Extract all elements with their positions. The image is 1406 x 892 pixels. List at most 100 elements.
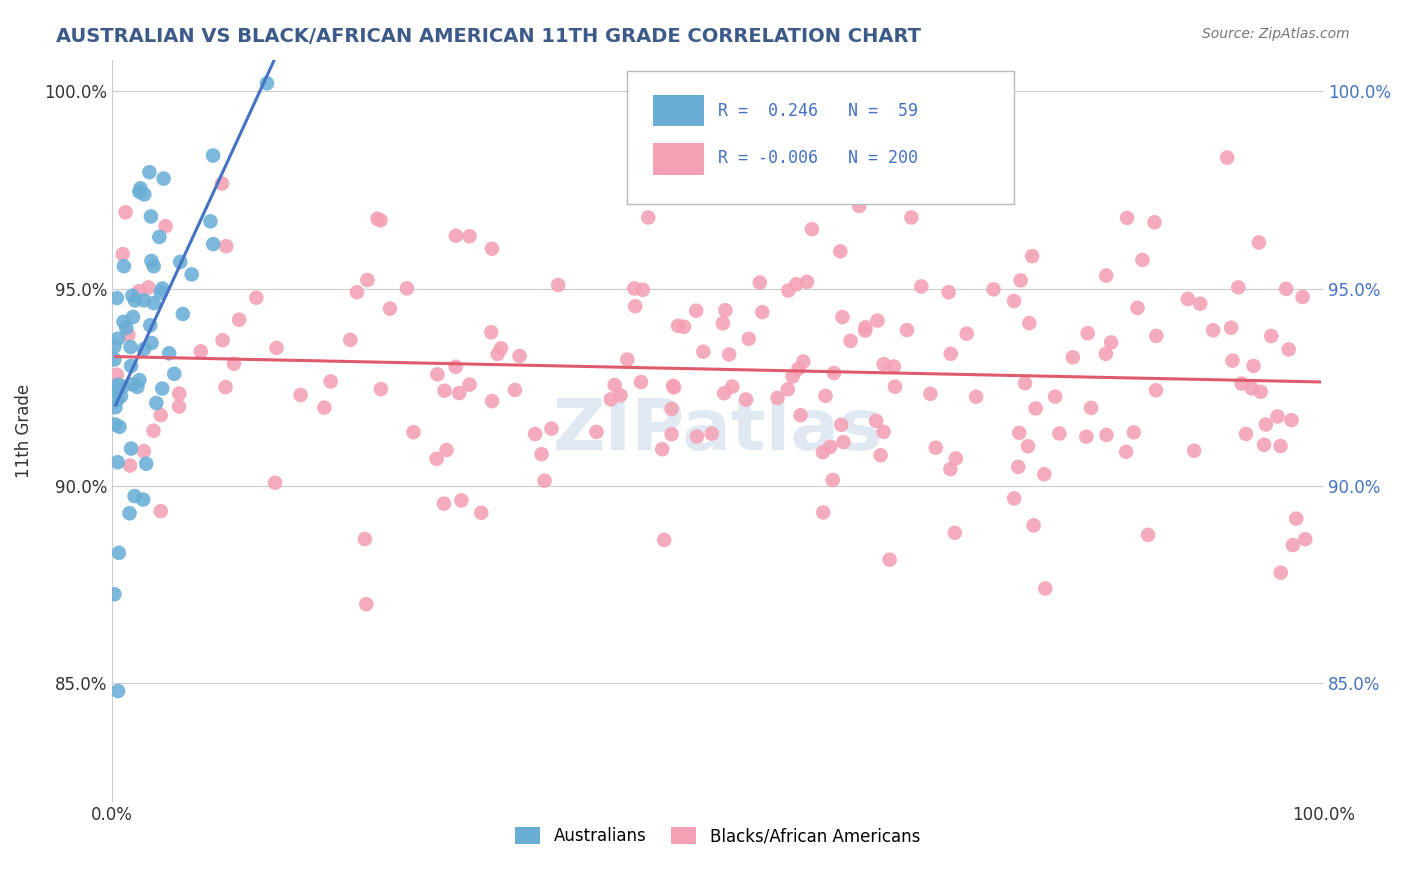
Point (433, 384, 456, 398)
Point (145, 396, 167, 410)
Point (450, 493, 472, 508)
Point (426, 451, 449, 466)
Point (135, 457, 157, 471)
Point (939, 347, 962, 361)
Point (378, 301, 401, 316)
Point (789, 409, 811, 423)
Point (139, 210, 162, 224)
Point (666, 318, 689, 333)
Point (152, 171, 174, 186)
Point (873, 357, 896, 371)
Point (211, 177, 233, 191)
Point (1047, 426, 1070, 441)
Point (751, 305, 773, 319)
Point (202, 148, 225, 162)
Point (599, 392, 621, 407)
Point (346, 285, 368, 300)
Point (540, 422, 562, 436)
Point (1077, 326, 1099, 341)
Point (149, 504, 172, 518)
Point (370, 213, 392, 227)
Point (700, 426, 723, 441)
Point (718, 347, 741, 361)
Point (748, 276, 770, 290)
Point (169, 255, 191, 269)
Point (107, 377, 129, 392)
Point (662, 379, 685, 393)
Point (121, 377, 143, 392)
Point (1025, 401, 1047, 416)
Point (111, 247, 134, 261)
Point (211, 333, 233, 347)
Text: ZIPatlas: ZIPatlas (553, 396, 883, 465)
Point (148, 230, 170, 244)
Point (823, 366, 845, 380)
Point (1095, 268, 1118, 283)
Point (692, 344, 714, 359)
Point (956, 326, 979, 341)
Point (845, 102, 868, 116)
Point (1010, 273, 1032, 287)
Point (853, 324, 876, 338)
Point (486, 347, 509, 361)
Point (134, 187, 156, 202)
Point (1222, 353, 1244, 368)
Point (107, 332, 129, 346)
Point (120, 359, 142, 373)
Point (138, 280, 160, 294)
Point (110, 389, 132, 403)
Point (637, 211, 659, 225)
Point (1291, 290, 1313, 304)
Point (489, 341, 512, 355)
Point (132, 444, 155, 458)
Point (127, 380, 149, 394)
Point (762, 169, 785, 184)
Point (811, 506, 834, 520)
Point (142, 259, 165, 273)
Point (616, 352, 638, 367)
Point (1247, 235, 1270, 250)
Point (112, 315, 135, 329)
Point (111, 379, 134, 393)
Text: AUSTRALIAN VS BLACK/AFRICAN AMERICAN 11TH GRADE CORRELATION CHART: AUSTRALIAN VS BLACK/AFRICAN AMERICAN 11T… (56, 27, 921, 45)
Point (458, 377, 481, 392)
Point (945, 451, 967, 466)
Point (141, 254, 163, 268)
Point (1144, 329, 1167, 343)
Point (1116, 211, 1139, 225)
Point (983, 282, 1005, 296)
Point (264, 475, 287, 490)
Point (108, 546, 131, 560)
Point (1254, 417, 1277, 432)
Point (314, 401, 336, 415)
Point (1227, 280, 1250, 294)
Point (624, 299, 647, 313)
Point (103, 587, 125, 601)
Point (1294, 532, 1316, 546)
Point (661, 401, 683, 416)
Point (120, 442, 142, 456)
Point (115, 321, 138, 335)
Point (1033, 582, 1056, 596)
Point (713, 386, 735, 401)
Point (180, 268, 202, 282)
Point (1253, 438, 1275, 452)
Point (1095, 428, 1118, 442)
Point (830, 244, 852, 259)
Point (1115, 444, 1137, 458)
Point (132, 342, 155, 356)
Point (785, 277, 807, 292)
Point (778, 284, 800, 298)
Point (1076, 430, 1098, 444)
Point (172, 307, 194, 321)
Point (149, 408, 172, 422)
Point (631, 283, 654, 297)
Point (103, 339, 125, 353)
Point (458, 229, 481, 244)
Point (436, 443, 458, 458)
Point (120, 340, 142, 354)
Point (290, 388, 312, 402)
Point (652, 533, 675, 547)
Point (1014, 376, 1036, 391)
Point (107, 455, 129, 469)
